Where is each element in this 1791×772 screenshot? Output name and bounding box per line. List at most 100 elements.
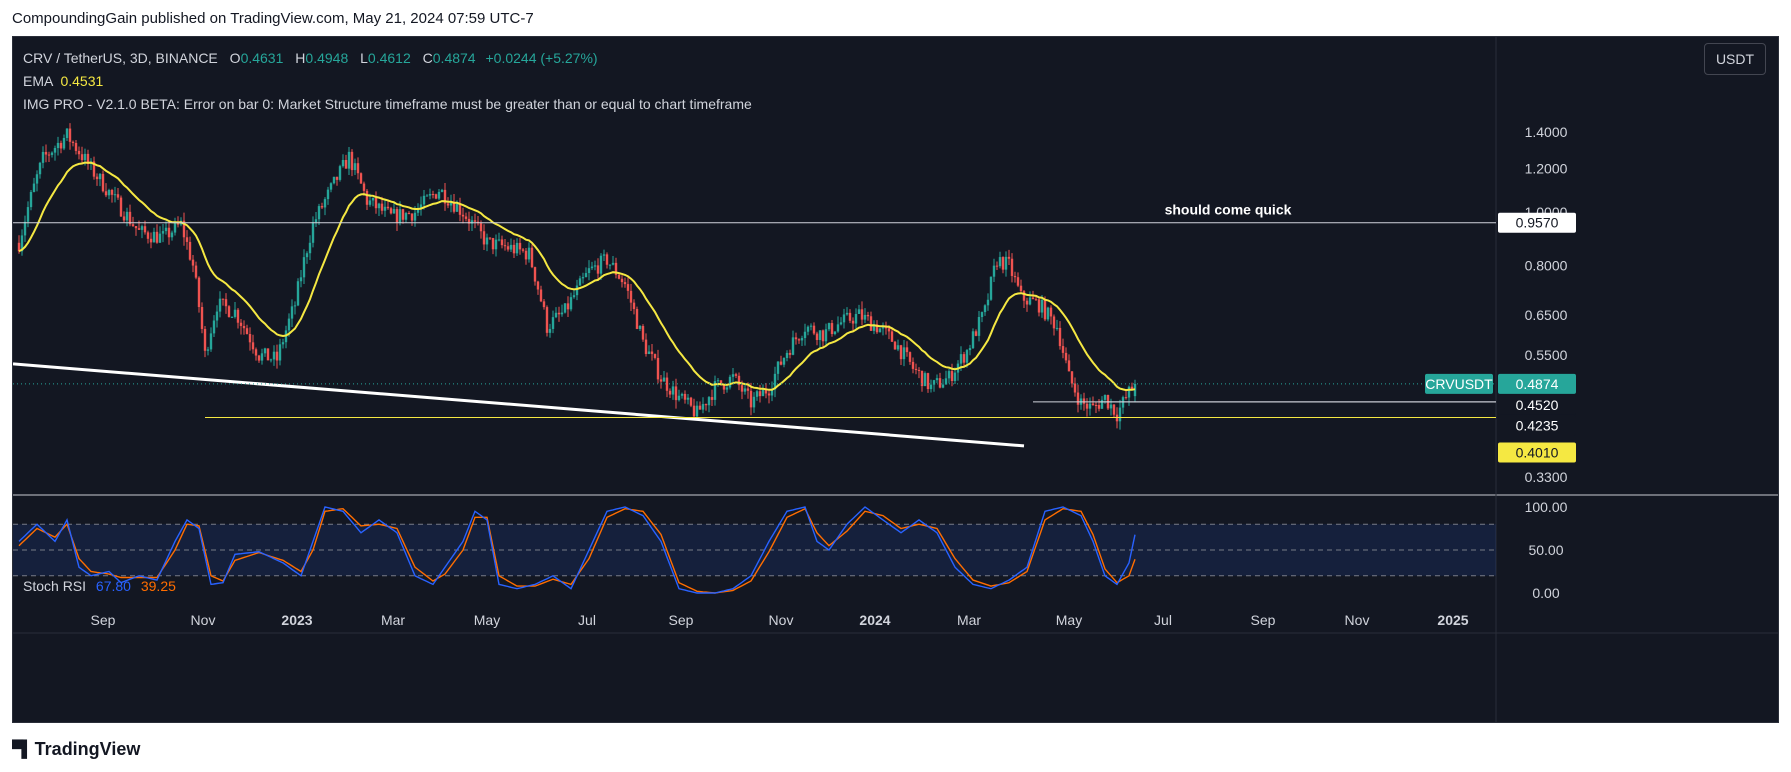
candle-body [242,325,246,329]
candle-body [782,357,786,365]
chart-canvas[interactable]: 1.40001.20001.00000.80000.65000.55000.33… [13,37,1779,723]
candle-body [806,326,810,332]
candle-body [152,231,156,243]
candle-body [62,137,66,149]
candle-body [797,339,801,341]
symbol-tag: CRVUSDT [1425,376,1493,392]
candle-body [488,237,492,239]
candle-body [185,237,189,242]
candle-body [506,246,510,250]
level-label-0-4010-bg [1498,442,1576,463]
time-tick-label: Sep [1251,612,1276,628]
candle-body [35,174,39,184]
candle-body [830,323,834,335]
low-label: L [360,50,368,66]
candle-body [617,274,621,279]
candle-body [1070,371,1074,384]
candle-body [632,302,636,310]
candle-body [1127,386,1131,398]
indicator-error[interactable]: IMG PRO - V2.1.0 BETA: Error on bar 0: M… [23,96,752,112]
candle-body [32,183,36,192]
candle-body [941,384,945,388]
candle-body [557,312,561,315]
candle-body [953,372,957,382]
candle-body [245,328,249,335]
candle-body [869,316,873,331]
candle-body [74,142,78,151]
candle-body [917,369,921,371]
candle-body [548,328,552,333]
candle-body [1091,403,1095,406]
candle-body [596,265,600,274]
ema-line [18,161,1136,392]
candle-body [656,357,660,380]
published-caption: CompoundingGain published on TradingView… [12,10,534,27]
candle-body [992,265,996,277]
candle-body [428,193,432,196]
level-label-0-4235: 0.4235 [1516,417,1559,433]
candle-body [1073,383,1077,393]
candle-body [842,314,846,323]
stoch-legend[interactable]: Stoch RSI 67.80 39.25 [23,578,176,594]
candle-body [1118,407,1122,422]
symbol-title[interactable]: CRV / TetherUS, 3D, BINANCE [23,50,218,66]
tradingview-mark-icon: ▀▌ [12,740,33,758]
candle-body [173,222,177,233]
currency-button[interactable]: USDT [1704,43,1766,75]
candle-body [491,238,495,250]
candle-body [1094,405,1098,407]
candle-body [287,318,291,331]
time-tick-label: Sep [91,612,116,628]
candle-body [416,209,420,213]
candle-body [1022,291,1026,301]
candle-body [1097,405,1101,409]
candle-body [581,277,585,279]
candle-body [920,370,924,387]
time-tick-label: Mar [381,612,405,628]
tradingview-logo[interactable]: ▀▌ TradingView [12,739,140,760]
candle-body [1028,297,1032,305]
ema-line[interactable]: EMA 0.4531 [23,70,752,93]
candle-body [65,128,69,138]
last-price-label-bg [1498,373,1576,394]
candle-body [485,237,489,245]
candle-body [155,231,159,243]
candle-body [200,307,204,329]
candle-body [938,378,942,388]
candle-body [515,242,519,254]
candle-body [701,404,705,410]
candle-body [1115,414,1119,422]
candle-body [149,238,153,243]
level-label-0-9570-bg [1498,212,1576,233]
chart-frame[interactable]: 1.4000 1.2000 1.0000 0.8000 0.6500 0.5500 0.33… [12,36,1779,723]
candle-body [305,253,309,258]
candle-body [47,154,51,156]
candle-body [932,380,936,385]
candle-body [971,331,975,349]
candle-body [884,327,888,329]
candle-body [599,255,603,274]
candle-body [158,233,162,243]
candle-body [143,226,147,233]
candle-body [374,197,378,209]
candle-body [176,222,180,225]
candle-body [653,354,657,358]
candle-body [560,312,564,315]
candle-body [338,166,342,180]
candle-body [290,306,294,319]
candle-body [335,176,339,180]
candle-body [929,384,933,390]
candle-body [986,299,990,306]
candle-body [401,209,405,220]
high-value: 0.4948 [305,50,349,66]
candle-body [908,352,912,362]
candle-body [104,191,108,196]
candle-body [212,320,216,334]
candle-body [713,381,717,400]
candle-body [893,341,897,350]
candle-body [1130,386,1134,390]
price-tick-label: 0.8000 [1525,258,1568,274]
candle-body [704,404,708,406]
candle-body [716,380,720,382]
candle-body [293,305,297,307]
